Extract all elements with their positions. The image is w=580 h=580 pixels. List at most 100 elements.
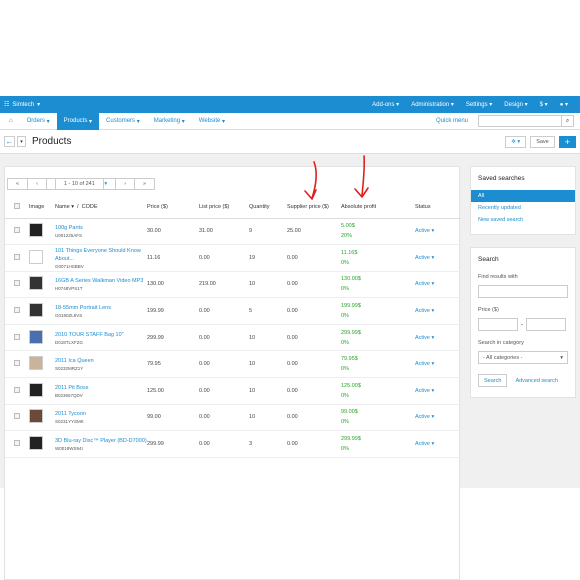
product-name-link[interactable]: 101 Things Everyone Should Know About...	[55, 247, 141, 262]
table-row[interactable]: 101 Things Everyone Should Know About...…	[5, 244, 461, 272]
product-name-link[interactable]: 16GB A Series Walkman Video MP3	[55, 278, 144, 285]
tab-products[interactable]: Products ▾	[56, 112, 100, 130]
quantity-cell[interactable]: 3	[249, 430, 287, 458]
list-price-cell[interactable]: 31.00	[199, 218, 249, 246]
quantity-cell[interactable]: 5	[249, 297, 287, 325]
col-absolute-profit[interactable]: Absolute profit	[341, 197, 415, 219]
quantity-cell[interactable]: 9	[249, 218, 287, 246]
col-name-code[interactable]: Name ▾ / CODE	[55, 197, 147, 219]
page-range-select[interactable]: 1 - 10 of 241 ▾	[45, 178, 117, 190]
list-price-cell[interactable]: 0.00	[199, 244, 249, 272]
price-cell[interactable]: 299.99	[147, 324, 199, 352]
table-row[interactable]: 2011 Pit Boss B023657QDV 125.00 0.00 10 0.00 1…	[5, 377, 461, 405]
status-dropdown[interactable]: Active ▾	[415, 244, 461, 272]
list-price-cell[interactable]: 0.00	[199, 377, 249, 405]
product-name-link[interactable]: 18-55mm Portrait Lens	[55, 305, 111, 312]
tab-website[interactable]: Website ▾	[198, 118, 226, 125]
list-price-cell[interactable]: 0.00	[199, 297, 249, 325]
status-dropdown[interactable]: Active ▾	[415, 271, 461, 299]
status-dropdown[interactable]: Active ▾	[415, 404, 461, 432]
quantity-cell[interactable]: 10	[249, 271, 287, 299]
status-dropdown[interactable]: Active ▾	[415, 350, 461, 379]
save-button[interactable]: Save	[530, 135, 555, 148]
quantity-cell[interactable]: 19	[249, 244, 287, 272]
table-row[interactable]: 18-55mm Portrait Lens G0180ZL8VS 199.99 0.0…	[5, 297, 461, 325]
row-checkbox[interactable]	[14, 307, 20, 314]
price-cell[interactable]: 125.00	[147, 377, 199, 405]
price-cell[interactable]: 199.99	[147, 297, 199, 325]
home-tab[interactable]: ⌂	[2, 113, 20, 130]
product-name-link[interactable]: 2011 Ica Queen	[55, 358, 94, 365]
table-row[interactable]: 2010 TOUR STAFF Bag 10" D018TLXFZG 299.99 0…	[5, 324, 461, 352]
row-checkbox[interactable]	[14, 413, 20, 420]
menu-design[interactable]: Design ▾	[504, 102, 528, 108]
global-search[interactable]: ⌕	[478, 115, 574, 127]
price-cell[interactable]: 30.00	[147, 218, 199, 246]
first-page-button[interactable]: «	[7, 178, 29, 190]
product-thumbnail[interactable]	[29, 356, 43, 371]
status-dropdown[interactable]: Active ▾	[415, 324, 461, 352]
row-checkbox[interactable]	[14, 280, 20, 287]
back-arrow-icon[interactable]: ←	[4, 136, 15, 147]
quantity-cell[interactable]: 10	[249, 377, 287, 405]
status-dropdown[interactable]: Active ▾	[415, 297, 461, 325]
product-thumbnail[interactable]	[29, 276, 43, 291]
search-input[interactable]	[479, 116, 561, 126]
user-menu[interactable]: ● ▾	[559, 102, 568, 108]
price-cell[interactable]: 11.16	[147, 244, 199, 272]
table-row[interactable]: 16GB A Series Walkman Video MP3 H0748VPS1…	[5, 271, 461, 299]
saved-search-recently-updated[interactable]: Recently updated	[478, 205, 521, 211]
row-checkbox[interactable]	[14, 227, 20, 234]
select-all-checkbox[interactable]	[14, 203, 20, 210]
saved-search-all[interactable]: All	[471, 190, 575, 202]
price-cell[interactable]: 299.99	[147, 430, 199, 458]
category-select[interactable]: - All categories - ▾	[478, 351, 568, 364]
quick-menu-link[interactable]: Quick menu	[435, 118, 468, 124]
col-list-price[interactable]: List price ($)	[199, 197, 249, 219]
row-checkbox[interactable]	[14, 253, 20, 260]
product-name-link[interactable]: 2011 Tycoon	[55, 411, 86, 418]
next-page-button[interactable]: ›	[115, 178, 135, 190]
prev-page-button[interactable]: ‹	[27, 178, 47, 190]
col-supplier-price[interactable]: Supplier price ($)	[287, 197, 341, 219]
price-cell[interactable]: 130.00	[147, 271, 199, 299]
quantity-cell[interactable]: 10	[249, 324, 287, 352]
table-row[interactable]: 3D Blu-ray Disc™ Player (BD-D7000) W0018W…	[5, 430, 461, 458]
table-row[interactable]: 2011 Ica Queen S0232MRZ1Y 79.95 0.00 10 0.00 7…	[5, 350, 461, 379]
search-icon[interactable]: ⌕	[561, 116, 573, 126]
row-checkbox[interactable]	[14, 440, 20, 447]
product-thumbnail[interactable]	[29, 382, 43, 397]
status-dropdown[interactable]: Active ▾	[415, 377, 461, 405]
product-thumbnail[interactable]	[29, 249, 43, 264]
quantity-cell[interactable]: 10	[249, 350, 287, 379]
chevron-down-icon[interactable]: ▾	[17, 136, 26, 147]
list-price-cell[interactable]: 0.00	[199, 430, 249, 458]
product-thumbnail[interactable]	[29, 223, 43, 238]
product-name-link[interactable]: 3D Blu-ray Disc™ Player (BD-D7000)	[55, 438, 147, 445]
price-to-input[interactable]	[526, 318, 566, 331]
price-cell[interactable]: 99.00	[147, 404, 199, 432]
list-price-cell[interactable]: 0.00	[199, 404, 249, 432]
advanced-search-link[interactable]: Advanced search	[515, 377, 558, 384]
menu-settings[interactable]: Settings ▾	[465, 102, 493, 108]
menu-currency[interactable]: $ ▾	[539, 102, 548, 108]
product-thumbnail[interactable]	[29, 303, 43, 318]
product-name-link[interactable]: 2011 Pit Boss	[55, 384, 89, 391]
col-price[interactable]: Price ($)	[147, 197, 199, 219]
new-saved-search-link[interactable]: New saved search	[478, 217, 524, 223]
price-from-input[interactable]	[478, 318, 518, 331]
list-price-cell[interactable]: 219.00	[199, 271, 249, 299]
list-price-cell[interactable]: 0.00	[199, 324, 249, 352]
table-row[interactable]: 2011 Tycoon S0231YYSMK 99.00 0.00 10 0.00 99.0…	[5, 404, 461, 432]
product-name-link[interactable]: 2010 TOUR STAFF Bag 10"	[55, 331, 124, 338]
product-thumbnail[interactable]	[29, 409, 43, 424]
settings-gear-button[interactable]: ✲ ▾	[505, 135, 527, 148]
status-dropdown[interactable]: Active ▾	[415, 218, 461, 246]
search-button[interactable]: Search	[478, 374, 508, 387]
row-checkbox[interactable]	[14, 333, 20, 340]
quantity-cell[interactable]: 10	[249, 404, 287, 432]
product-name-link[interactable]: 100g Pants	[55, 225, 83, 232]
tab-customers[interactable]: Customers ▾	[106, 118, 140, 125]
menu-administration[interactable]: Administration ▾	[411, 102, 454, 108]
status-dropdown[interactable]: Active ▾	[415, 430, 461, 458]
